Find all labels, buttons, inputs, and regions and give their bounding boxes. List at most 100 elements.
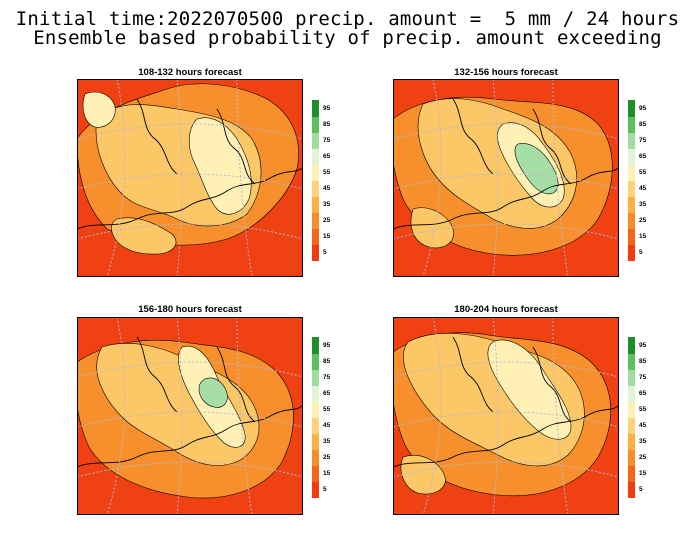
colorbar-3: 5 15 25 35 45 55 65 75 85 95 xyxy=(312,337,338,498)
graticule-line xyxy=(236,79,253,277)
colorbar-label: 25 xyxy=(639,216,647,224)
colorbar-swatch xyxy=(628,212,635,229)
graticule-line xyxy=(393,461,619,478)
coastline xyxy=(77,336,303,468)
colorbar-swatch xyxy=(312,196,319,213)
colorbar-swatch xyxy=(312,100,319,117)
map-frame xyxy=(77,79,303,277)
graticule-line xyxy=(176,317,183,515)
colorbar-swatch xyxy=(628,148,635,165)
colorbar-swatch xyxy=(628,180,635,197)
colorbar-swatch xyxy=(628,417,635,434)
colorbar-label: 35 xyxy=(323,437,331,445)
colorbar-label: 15 xyxy=(323,469,331,477)
graticule-line xyxy=(492,79,499,277)
colorbar-swatch xyxy=(312,417,319,434)
colorbar-label: 35 xyxy=(323,200,331,208)
colorbar-label: 55 xyxy=(323,405,331,413)
colorbar-swatch xyxy=(312,244,319,261)
colorbar-label: 75 xyxy=(323,373,331,381)
colorbar-label: 5 xyxy=(323,248,327,256)
colorbar-label: 65 xyxy=(323,389,331,397)
colorbar-swatch xyxy=(628,449,635,466)
colorbar-label: 55 xyxy=(323,168,331,176)
probability-contour-region xyxy=(400,455,446,495)
colorbar-label: 5 xyxy=(639,248,643,256)
colorbar-label: 35 xyxy=(639,200,647,208)
colorbar-swatch xyxy=(628,116,635,133)
panel-title-3: 156-180 hours forecast xyxy=(138,304,242,315)
probability-contour-region xyxy=(82,91,116,128)
colorbar-label: 45 xyxy=(323,184,331,192)
graticule-line xyxy=(176,79,183,277)
map-frame xyxy=(393,79,619,277)
graticule-line xyxy=(77,173,303,190)
probability-contour-region xyxy=(514,143,559,195)
colorbar-swatch xyxy=(312,385,319,402)
colorbar-label: 75 xyxy=(639,136,647,144)
colorbar-swatch xyxy=(628,401,635,418)
map-frame xyxy=(77,317,303,515)
colorbar-label: 15 xyxy=(639,469,647,477)
coastline xyxy=(77,98,303,230)
colorbar-label: 65 xyxy=(639,152,647,160)
graticule-line xyxy=(393,173,619,190)
graticule-line xyxy=(77,411,303,428)
colorbar-label: 45 xyxy=(323,421,331,429)
graticule-line xyxy=(393,123,619,140)
colorbar-swatch xyxy=(312,180,319,197)
colorbar-swatch xyxy=(628,353,635,370)
colorbar-label: 75 xyxy=(323,136,331,144)
map-canvas xyxy=(77,317,303,515)
graticule-line xyxy=(77,361,303,378)
colorbar-label: 95 xyxy=(323,104,331,112)
colorbar-swatch xyxy=(312,132,319,149)
map-canvas xyxy=(393,79,619,277)
colorbar-swatch xyxy=(312,449,319,466)
colorbar-swatch xyxy=(312,353,319,370)
graticule-line xyxy=(106,79,126,277)
map-frame xyxy=(393,317,619,515)
forecast-map-4 xyxy=(393,317,619,515)
panel-title-1: 108-132 hours forecast xyxy=(138,67,242,78)
colorbar-swatch xyxy=(312,148,319,165)
colorbar-swatch xyxy=(312,401,319,418)
colorbar-swatch xyxy=(628,164,635,181)
colorbar-swatch xyxy=(312,465,319,482)
graticule-line xyxy=(393,411,619,428)
colorbar-2: 5 15 25 35 45 55 65 75 85 95 xyxy=(628,100,654,261)
colorbar-label: 95 xyxy=(323,341,331,349)
colorbar-label: 25 xyxy=(323,453,331,461)
map-canvas xyxy=(77,79,303,277)
colorbar-label: 65 xyxy=(639,389,647,397)
colorbar-swatch xyxy=(628,132,635,149)
chart-title-line2: Ensemble based probability of precip. am… xyxy=(33,27,662,49)
colorbar-swatch xyxy=(628,196,635,213)
colorbar-label: 85 xyxy=(323,120,331,128)
graticule-line xyxy=(77,223,303,240)
graticule-line xyxy=(552,79,569,277)
colorbar-swatch xyxy=(312,481,319,498)
graticule-line xyxy=(393,223,619,240)
colorbar-swatch xyxy=(628,228,635,245)
colorbar-swatch xyxy=(628,369,635,386)
colorbar-swatch xyxy=(628,385,635,402)
coastline xyxy=(393,336,619,468)
colorbar-label: 85 xyxy=(639,357,647,365)
colorbar-label: 5 xyxy=(323,485,327,493)
probability-contour-region xyxy=(198,377,228,408)
colorbar-swatch xyxy=(312,212,319,229)
colorbar-swatch xyxy=(312,116,319,133)
colorbar-label: 65 xyxy=(323,152,331,160)
colorbar-label: 45 xyxy=(639,421,647,429)
colorbar-label: 55 xyxy=(639,168,647,176)
colorbar-swatch xyxy=(628,337,635,354)
forecast-map-2 xyxy=(393,79,619,277)
colorbar-label: 95 xyxy=(639,341,647,349)
colorbar-swatch xyxy=(628,433,635,450)
graticule-line xyxy=(106,317,126,515)
colorbar-swatch xyxy=(628,100,635,117)
probability-contour-region xyxy=(188,117,252,215)
colorbar-swatch xyxy=(312,433,319,450)
colorbar-label: 35 xyxy=(639,437,647,445)
